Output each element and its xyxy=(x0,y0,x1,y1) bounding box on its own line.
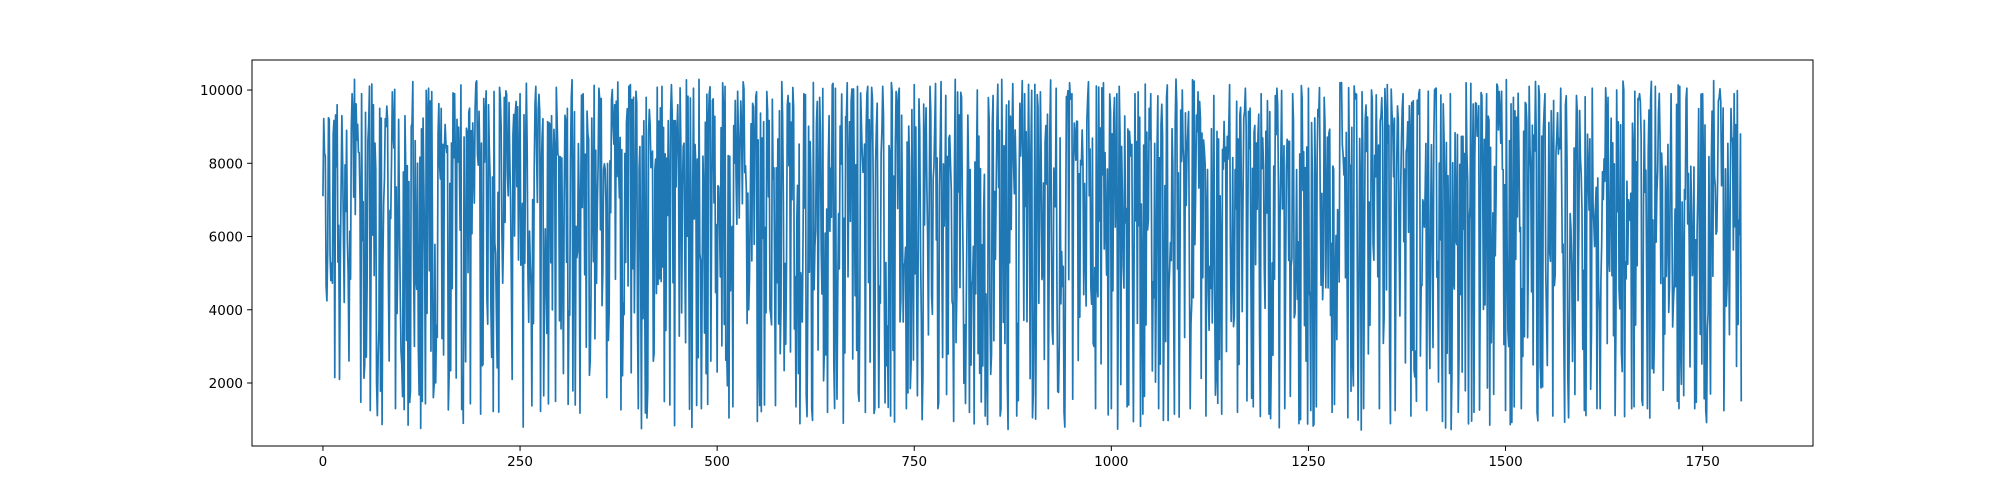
y-tick-label: 2000 xyxy=(209,376,243,392)
axes-layer: 0 250 500 750 1000 1250 1500 1750 2000 4000 6000 80… xyxy=(200,59,1814,470)
x-tick-label: 1250 xyxy=(1291,454,1325,470)
x-tick-label: 750 xyxy=(901,454,927,470)
x-tick-label: 250 xyxy=(507,454,533,470)
x-tick-label: 0 xyxy=(319,454,328,470)
y-tick-label: 6000 xyxy=(209,230,243,246)
x-tick-label: 1750 xyxy=(1685,454,1719,470)
y-tick-label: 4000 xyxy=(209,303,243,319)
y-tick-label: 10000 xyxy=(200,83,243,99)
series-line xyxy=(322,78,1743,431)
x-tick-label: 500 xyxy=(704,454,730,470)
x-tick-label: 1000 xyxy=(1094,454,1128,470)
axes-frame xyxy=(251,59,1814,447)
y-tick-label: 8000 xyxy=(209,156,243,172)
x-tick-label: 1500 xyxy=(1488,454,1522,470)
plot-layer xyxy=(322,78,1743,431)
